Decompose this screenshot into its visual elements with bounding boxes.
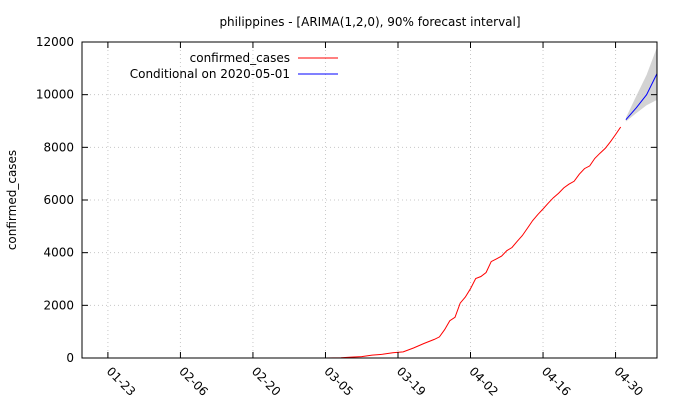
legend-label: Conditional on 2020-05-01 xyxy=(130,67,290,81)
x-tick-label: 04-16 xyxy=(539,364,574,399)
x-axis: 01-23 02-06 02-20 03-05 03-19 04-02 04-16 04-30 xyxy=(104,42,646,399)
legend-label: confirmed_cases xyxy=(190,51,290,65)
y-axis-label: confirmed_cases xyxy=(5,150,19,250)
y-tick-label: 12000 xyxy=(36,35,74,49)
series-line-1 xyxy=(625,73,658,121)
y-tick-label: 4000 xyxy=(43,246,74,260)
series-line-0 xyxy=(325,126,622,359)
grid xyxy=(82,42,657,358)
legend: confirmed_cases Conditional on 2020-05-01 xyxy=(130,51,338,81)
x-tick-label: 03-19 xyxy=(394,364,429,399)
y-tick-label: 0 xyxy=(66,351,74,365)
x-tick-label: 03-05 xyxy=(321,364,356,399)
x-tick-label: 02-06 xyxy=(176,364,211,399)
series-layer xyxy=(325,73,658,359)
x-tick-label: 04-30 xyxy=(611,364,646,399)
forecast-interval-band xyxy=(625,47,657,122)
y-axis: 0 2000 4000 6000 8000 10000 12000 xyxy=(36,35,657,365)
y-tick-label: 2000 xyxy=(43,298,74,312)
chart-title: philippines - [ARIMA(1,2,0), 90% forecas… xyxy=(219,15,520,29)
x-tick-label: 04-02 xyxy=(466,364,501,399)
forecast-interval-layer xyxy=(625,47,657,122)
x-tick-label: 01-23 xyxy=(104,364,139,399)
y-tick-label: 6000 xyxy=(43,193,74,207)
y-tick-label: 10000 xyxy=(36,88,74,102)
y-tick-label: 8000 xyxy=(43,140,74,154)
x-tick-label: 02-20 xyxy=(249,364,284,399)
